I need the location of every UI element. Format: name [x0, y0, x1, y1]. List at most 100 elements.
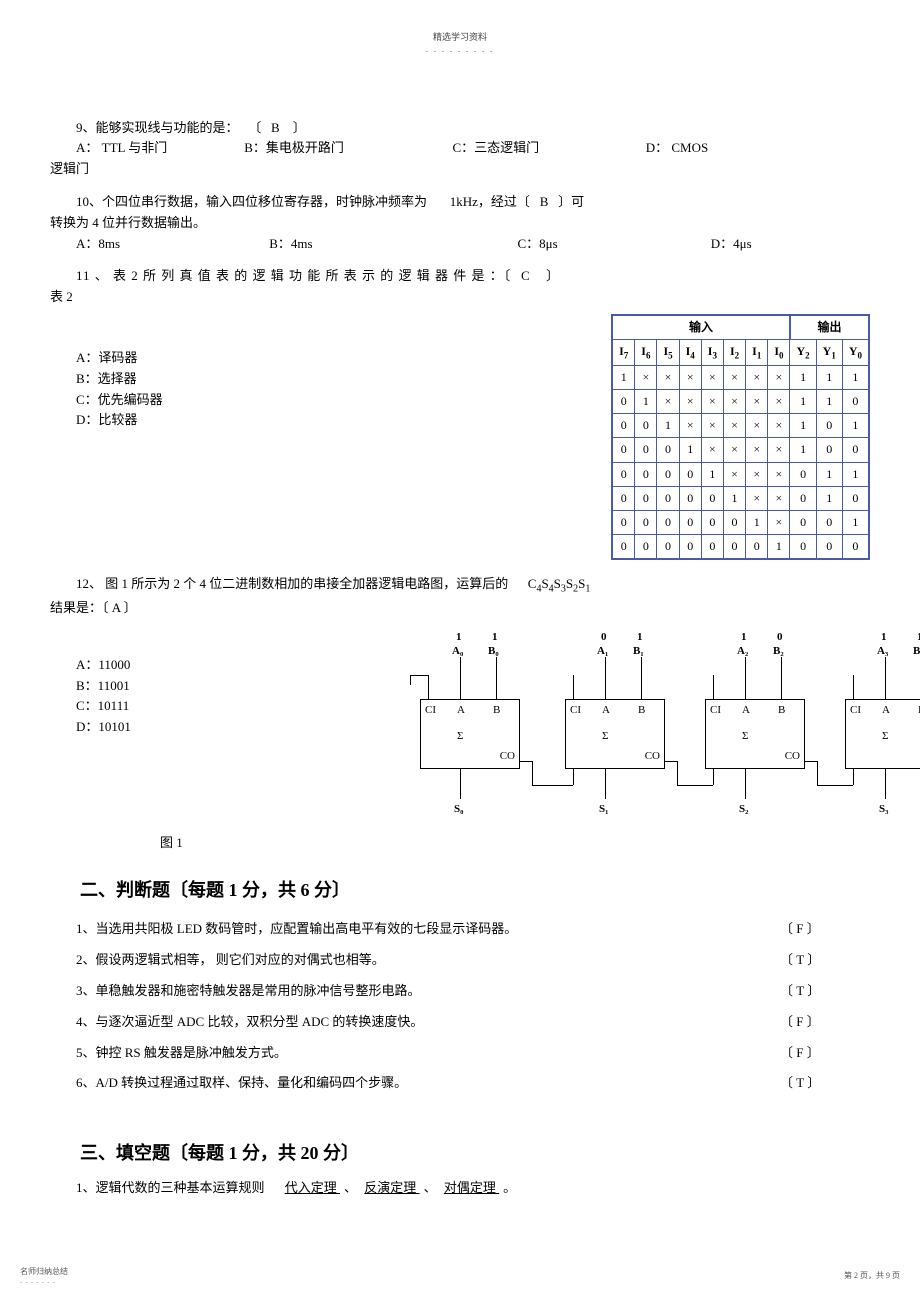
- cell-0-2: ×: [657, 365, 679, 389]
- cell-2-10: 1: [842, 414, 869, 438]
- q10-line1b: 1kHz，经过〔: [450, 194, 530, 209]
- q10-opt-d: D：4μs: [711, 234, 752, 255]
- cell-7-8: 0: [790, 535, 816, 560]
- cell-5-1: 0: [635, 486, 657, 510]
- th-inputs: 输入: [612, 315, 790, 340]
- cell-0-1: ×: [635, 365, 657, 389]
- cell-0-8: 1: [790, 365, 816, 389]
- q10-line2: 转换为 4 位并行数据输出。: [50, 213, 870, 234]
- cell-3-8: 1: [790, 438, 816, 462]
- cell-4-1: 0: [635, 462, 657, 486]
- th-in-2: I5: [657, 340, 679, 366]
- q12-result-label: C4S4S3S2S1: [528, 576, 591, 591]
- cell-4-5: ×: [723, 462, 745, 486]
- judge-ans-2: 〔 T 〕: [780, 950, 870, 971]
- vlB-0: [496, 657, 497, 699]
- cell-3-10: 0: [842, 438, 869, 462]
- cell-1-6: ×: [746, 390, 768, 414]
- q11-opt-a: A：译码器: [76, 348, 380, 369]
- th-in-1: I6: [635, 340, 657, 366]
- q10-opt-c: C：8μs: [518, 234, 708, 255]
- co-h2-1: [677, 785, 713, 786]
- q12-line1a: 12、 图 1 所示为 2 个 4 位二进制数相加的串接全加器逻辑电路图，运算后…: [76, 576, 508, 591]
- cell-4-6: ×: [746, 462, 768, 486]
- cell-4-8: 0: [790, 462, 816, 486]
- q11-opt-b: B：选择器: [76, 369, 380, 390]
- footer-left: 名师归纳总结: [20, 1266, 68, 1279]
- co-v-2: [817, 761, 818, 785]
- cell-1-7: ×: [768, 390, 790, 414]
- fill-sep1: 、: [344, 1180, 357, 1195]
- cell-5-7: ×: [768, 486, 790, 510]
- adder-box-1: CIABΣCO: [565, 699, 665, 769]
- adder-box-0: CIABΣCO: [420, 699, 520, 769]
- th-in-3: I4: [679, 340, 701, 366]
- cell-0-4: ×: [701, 365, 723, 389]
- th-out-2: Y0: [842, 340, 869, 366]
- judge-ans-6: 〔 T 〕: [780, 1073, 870, 1094]
- cell-3-2: 0: [657, 438, 679, 462]
- fill-blank-2: 反演定理: [360, 1180, 423, 1195]
- ci-v-1: [573, 675, 574, 699]
- cell-2-6: ×: [746, 414, 768, 438]
- s-v-0: [460, 769, 461, 799]
- q9-bracket-open: 〔: [248, 120, 261, 135]
- cell-7-1: 0: [635, 535, 657, 560]
- cell-5-2: 0: [657, 486, 679, 510]
- adder-box-2: CIABΣCO: [705, 699, 805, 769]
- q12-opt-b: B：11001: [76, 676, 220, 697]
- q10-opt-b: B：4ms: [269, 234, 514, 255]
- cell-3-1: 0: [635, 438, 657, 462]
- judge-row-3: 3、单稳触发器和施密特触发器是常用的脉冲信号整形电路。〔 T 〕: [50, 976, 870, 1007]
- cell-5-10: 0: [842, 486, 869, 510]
- footer-left-dots: - - - - - - -: [20, 1279, 56, 1289]
- judge-ans-3: 〔 T 〕: [780, 981, 870, 1002]
- s-lbl-1: S₁: [599, 801, 608, 819]
- ci-v-0: [428, 675, 429, 699]
- vlA-3: [885, 657, 886, 699]
- question-12: 12、 图 1 所示为 2 个 4 位二进制数相加的串接全加器逻辑电路图，运算后…: [50, 574, 870, 853]
- judge-row-5: 5、钟控 RS 触发器是脉冲触发方式。〔 F 〕: [50, 1038, 870, 1069]
- cell-7-4: 0: [701, 535, 723, 560]
- adder-diagram: 11A₀B₀ CIABΣCOS₀01A₁B₁ CIABΣCOS₁10A₂B₂ C…: [400, 629, 920, 829]
- cell-7-0: 0: [612, 535, 635, 560]
- co-h1-2: [805, 761, 817, 762]
- judge-row-2: 2、假设两逻辑式相等， 则它们对应的对偶式也相等。〔 T 〕: [50, 945, 870, 976]
- vlA-1: [605, 657, 606, 699]
- lblA-3: A₃: [877, 643, 888, 661]
- judge-list: 1、当选用共阳极 LED 数码管时，应配置输出高电平有效的七段显示译码器。〔 F…: [50, 914, 870, 1099]
- cell-4-0: 0: [612, 462, 635, 486]
- judge-row-6: 6、A/D 转换过程通过取样、保持、量化和编码四个步骤。〔 T 〕: [50, 1068, 870, 1099]
- fill-blank-1: 代入定理: [281, 1180, 344, 1195]
- cell-3-3: 1: [679, 438, 701, 462]
- th-out-1: Y1: [816, 340, 842, 366]
- cell-5-5: 1: [723, 486, 745, 510]
- cell-5-6: ×: [746, 486, 768, 510]
- cell-3-0: 0: [612, 438, 635, 462]
- page: 精选学习资料 - - - - - - - - - 9、能够实现线与功能的是： 〔…: [0, 0, 920, 1303]
- cell-6-9: 0: [816, 511, 842, 535]
- cell-6-1: 0: [635, 511, 657, 535]
- cell-2-2: 1: [657, 414, 679, 438]
- cell-5-8: 0: [790, 486, 816, 510]
- q12-opt-c: C：10111: [76, 696, 220, 717]
- cell-6-2: 0: [657, 511, 679, 535]
- judge-text-3: 3、单稳触发器和施密特触发器是常用的脉冲信号整形电路。: [76, 981, 780, 1002]
- th-outputs: 输出: [790, 315, 869, 340]
- cell-6-8: 0: [790, 511, 816, 535]
- th-in-7: I0: [768, 340, 790, 366]
- co-h2-2: [817, 785, 853, 786]
- ci-h-0: [410, 675, 428, 676]
- judge-ans-5: 〔 F 〕: [780, 1043, 870, 1064]
- th-out-0: Y2: [790, 340, 816, 366]
- cell-6-3: 0: [679, 511, 701, 535]
- cell-1-10: 0: [842, 390, 869, 414]
- cell-3-9: 0: [816, 438, 842, 462]
- cell-4-4: 1: [701, 462, 723, 486]
- cell-2-1: 0: [635, 414, 657, 438]
- q11-line1b: 〕: [546, 268, 559, 283]
- cell-4-2: 0: [657, 462, 679, 486]
- vlA-2: [745, 657, 746, 699]
- cell-6-10: 1: [842, 511, 869, 535]
- th-in-4: I3: [701, 340, 723, 366]
